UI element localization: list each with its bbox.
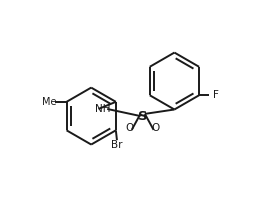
Text: NH: NH [95,104,110,114]
Text: O: O [152,123,160,133]
Text: Br: Br [111,140,123,150]
Text: O: O [125,123,134,133]
Text: Me: Me [42,97,56,107]
Text: F: F [213,90,218,100]
Text: S: S [138,110,147,123]
